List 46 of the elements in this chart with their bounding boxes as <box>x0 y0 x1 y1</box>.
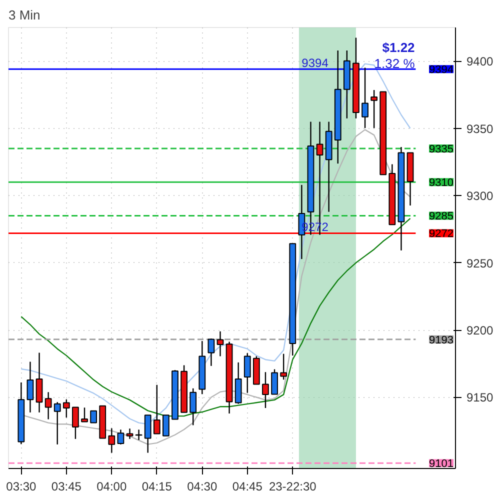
candlestick <box>72 406 79 440</box>
candlestick <box>26 361 34 414</box>
candlestick <box>36 352 43 414</box>
ref-line-label: 9335 <box>429 144 454 156</box>
x-tick-label: 04:45 <box>232 480 263 494</box>
candlestick <box>362 67 368 129</box>
candlestick <box>117 429 124 446</box>
y-tick-label: 9300 <box>466 189 494 204</box>
x-tick-label: 04:15 <box>142 480 172 494</box>
candlestick <box>144 414 152 454</box>
candlestick <box>90 410 97 424</box>
y-tick-label: 9150 <box>466 390 494 405</box>
annotation: 1.32 % <box>374 56 416 71</box>
chart-title: 3 Min <box>8 8 40 22</box>
x-tick-label: 04:30 <box>187 480 218 494</box>
candlestick <box>44 392 52 420</box>
candlestick <box>108 428 116 454</box>
candlestick <box>216 330 224 357</box>
annotation: 9394 <box>302 56 329 70</box>
candlestick <box>262 372 269 409</box>
candlestick <box>208 338 215 367</box>
annotation: $1.22 <box>382 40 415 55</box>
candlestick <box>370 89 378 129</box>
y-tick-label: 9200 <box>466 324 494 338</box>
candlestick <box>280 353 288 380</box>
candlestick <box>162 414 170 436</box>
ref-line-label: 9193 <box>429 334 454 346</box>
y-tick-label: 9350 <box>466 122 494 136</box>
candlestick <box>271 368 278 395</box>
candlestick <box>234 362 242 404</box>
ref-line-label: 9101 <box>429 458 454 470</box>
candlestick <box>244 352 251 394</box>
y-tick-label: 9400 <box>466 54 494 69</box>
candlestick <box>62 398 70 418</box>
candlestick <box>81 406 88 422</box>
x-tick-label: 03:30 <box>6 480 37 494</box>
candlestick <box>153 384 160 434</box>
x-tick-label: 23-22:30 <box>268 480 317 494</box>
line-series <box>20 218 411 417</box>
ref-line-label: 9272 <box>429 228 454 240</box>
y-tick-label: 9250 <box>466 256 494 270</box>
x-tick-label: 03:45 <box>51 480 82 494</box>
candlestick <box>54 401 61 446</box>
x-tick-label: 04:00 <box>96 480 127 494</box>
candlestick <box>126 428 134 440</box>
candlestick <box>190 388 197 426</box>
